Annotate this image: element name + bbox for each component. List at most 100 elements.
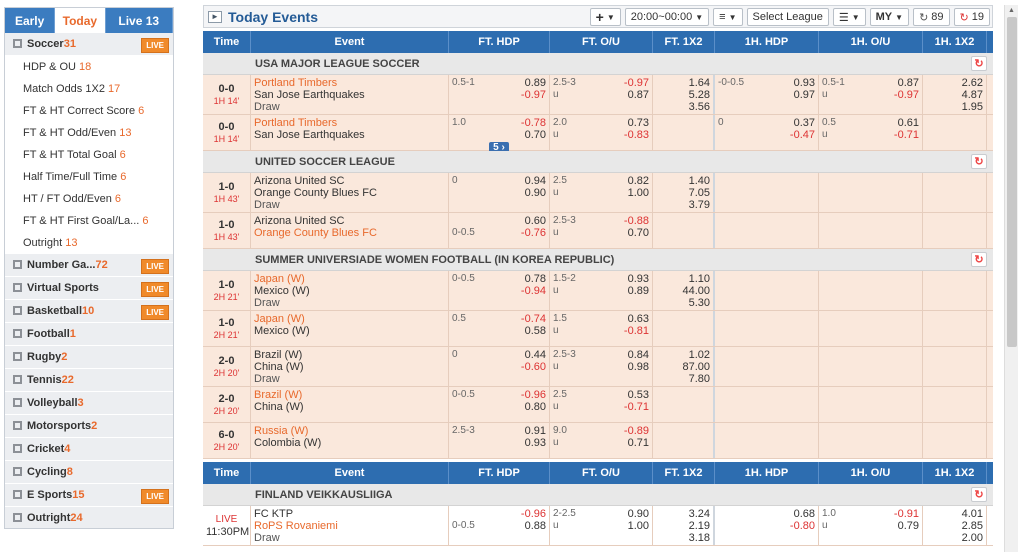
sub-market-item[interactable]: FT & HT Correct Score 6 xyxy=(5,100,173,122)
1x2-odds[interactable]: 2.62 xyxy=(961,77,983,89)
over-odds[interactable]: -0.89 xyxy=(623,425,649,437)
home-odds[interactable]: 0.68 xyxy=(793,508,815,520)
home-odds[interactable]: 0.37 xyxy=(793,117,815,129)
home-odds[interactable]: -0.74 xyxy=(520,313,546,325)
event-teams[interactable]: Russia (W) Colombia (W) xyxy=(251,423,449,458)
1x2-odds[interactable]: 3.24 xyxy=(688,508,710,520)
sub-market-item[interactable]: HDP & OU 18 xyxy=(5,56,173,78)
1x2-odds[interactable]: 5.28 xyxy=(688,89,710,101)
away-team[interactable]: Orange County Blues FC xyxy=(254,227,377,239)
1x2-odds[interactable]: 7.80 xyxy=(688,373,710,385)
over-odds[interactable]: 0.73 xyxy=(627,117,649,129)
under-odds[interactable]: -0.71 xyxy=(893,129,919,141)
event-teams[interactable]: Japan (W) Mexico (W) xyxy=(251,311,449,346)
sport-item[interactable]: Rugby2 xyxy=(5,346,173,369)
odds-type-select[interactable]: MY ▼ xyxy=(869,8,910,26)
time-range-select[interactable]: 20:00~00:00 ▼ xyxy=(624,8,710,26)
away-team[interactable]: RoPS Rovaniemi xyxy=(254,520,338,532)
tab-live[interactable]: Live 13 xyxy=(106,8,173,33)
event-teams[interactable]: Portland Timbers San Jose Earthquakes Draw xyxy=(251,75,449,114)
scrollbar-thumb[interactable] xyxy=(1007,17,1017,347)
under-odds[interactable]: 0.89 xyxy=(627,285,649,297)
over-odds[interactable]: 0.82 xyxy=(627,175,649,187)
away-team[interactable]: San Jose Earthquakes xyxy=(254,129,365,141)
league-header[interactable]: SUMMER UNIVERSIADE WOMEN FOOTBALL (IN KO… xyxy=(203,249,993,271)
1x2-odds[interactable]: 1.02 xyxy=(688,349,710,361)
event-teams[interactable]: Arizona United SC Orange County Blues FC D… xyxy=(251,173,449,212)
over-odds[interactable]: 0.63 xyxy=(627,313,649,325)
home-odds[interactable]: 0.93 xyxy=(793,77,815,89)
away-team[interactable]: Colombia (W) xyxy=(254,437,322,449)
tab-today[interactable]: Today xyxy=(55,8,106,33)
home-team[interactable]: Brazil (W) xyxy=(254,389,303,401)
event-teams[interactable]: FC KTP RoPS Rovaniemi Draw xyxy=(251,506,449,545)
refresh-league-button[interactable]: ↻ xyxy=(971,154,987,169)
add-button[interactable]: + ▼ xyxy=(589,8,621,26)
league-header[interactable]: FINLAND VEIKKAUSLIIGA ↻ xyxy=(203,484,993,506)
sub-market-item[interactable]: Half Time/Full Time 6 xyxy=(5,166,173,188)
away-odds[interactable]: -0.47 xyxy=(789,129,815,141)
sub-market-item[interactable]: FT & HT First Goal/La... 6 xyxy=(5,210,173,232)
away-team[interactable]: China (W) xyxy=(254,401,304,413)
under-odds[interactable]: -0.81 xyxy=(623,325,649,337)
sub-market-item[interactable]: Outright 13 xyxy=(5,232,173,254)
over-odds[interactable]: -0.91 xyxy=(893,508,919,520)
scroll-up-icon[interactable]: ▲ xyxy=(1008,7,1015,14)
1x2-odds[interactable]: 3.56 xyxy=(688,101,710,113)
sport-item[interactable]: Tennis22 xyxy=(5,369,173,392)
sport-item[interactable]: Outright24 xyxy=(5,507,173,528)
refresh-league-button[interactable]: ↻ xyxy=(971,56,987,71)
select-league-button[interactable]: Select League xyxy=(746,8,829,26)
event-teams[interactable]: Brazil (W) China (W) Draw xyxy=(251,347,449,386)
under-odds[interactable]: -0.83 xyxy=(623,129,649,141)
away-odds[interactable]: -0.94 xyxy=(520,285,546,297)
refresh-league-button[interactable]: ↻ xyxy=(971,487,987,502)
sort-button[interactable]: ≡ ▼ xyxy=(713,8,743,26)
home-team[interactable]: FC KTP xyxy=(254,508,294,520)
over-odds[interactable]: 0.93 xyxy=(627,273,649,285)
home-team[interactable]: Brazil (W) xyxy=(254,349,303,361)
sport-item[interactable]: Motorsports2 xyxy=(5,415,173,438)
home-team[interactable]: Portland Timbers xyxy=(254,117,338,129)
over-odds[interactable]: -0.88 xyxy=(623,215,649,227)
over-odds[interactable]: 0.87 xyxy=(897,77,919,89)
under-odds[interactable]: 0.98 xyxy=(627,361,649,373)
event-teams[interactable]: Brazil (W) China (W) xyxy=(251,387,449,422)
home-odds[interactable]: 0.94 xyxy=(524,175,546,187)
1x2-odds[interactable]: 1.10 xyxy=(688,273,710,285)
home-odds[interactable]: 0.60 xyxy=(524,215,546,227)
sport-item[interactable]: Virtual Sports LIVE xyxy=(5,277,173,300)
away-team[interactable]: Orange County Blues FC xyxy=(254,187,377,199)
under-odds[interactable]: 1.00 xyxy=(627,187,649,199)
under-odds[interactable]: 0.71 xyxy=(627,437,649,449)
1x2-odds[interactable]: 1.64 xyxy=(688,77,710,89)
under-odds[interactable]: -0.97 xyxy=(893,89,919,101)
away-odds[interactable]: -0.60 xyxy=(520,361,546,373)
away-odds[interactable]: 0.93 xyxy=(524,437,546,449)
under-odds[interactable]: 0.79 xyxy=(897,520,919,532)
sport-item[interactable]: Cycling8 xyxy=(5,461,173,484)
away-odds[interactable]: -0.76 xyxy=(520,227,546,239)
away-odds[interactable]: -0.80 xyxy=(789,520,815,532)
away-team[interactable]: San Jose Earthquakes xyxy=(254,89,365,101)
home-team[interactable]: Japan (W) xyxy=(254,273,305,285)
1x2-odds[interactable]: 4.01 xyxy=(961,508,983,520)
1x2-odds[interactable]: 1.40 xyxy=(688,175,710,187)
home-odds[interactable]: 0.91 xyxy=(524,425,546,437)
event-teams[interactable]: Portland Timbers San Jose Earthquakes xyxy=(251,115,449,150)
1x2-odds[interactable]: 87.00 xyxy=(682,361,710,373)
home-odds[interactable]: -0.96 xyxy=(520,508,546,520)
1x2-odds[interactable]: 44.00 xyxy=(682,285,710,297)
over-odds[interactable]: 0.90 xyxy=(627,508,649,520)
refresh-league-button[interactable]: ↻ xyxy=(971,252,987,267)
away-odds[interactable]: 0.70 xyxy=(524,129,546,141)
event-teams[interactable]: Arizona United SC Orange County Blues FC xyxy=(251,213,449,248)
sport-item[interactable]: Volleyball3 xyxy=(5,392,173,415)
sport-item[interactable]: Number Ga...72 LIVE xyxy=(5,254,173,277)
away-team[interactable]: Mexico (W) xyxy=(254,325,310,337)
away-odds[interactable]: -0.97 xyxy=(520,89,546,101)
home-odds[interactable]: -0.96 xyxy=(520,389,546,401)
1x2-odds[interactable]: 2.85 xyxy=(961,520,983,532)
collapse-sidebar-button[interactable]: ► xyxy=(208,10,222,23)
1x2-odds[interactable]: 2.19 xyxy=(688,520,710,532)
